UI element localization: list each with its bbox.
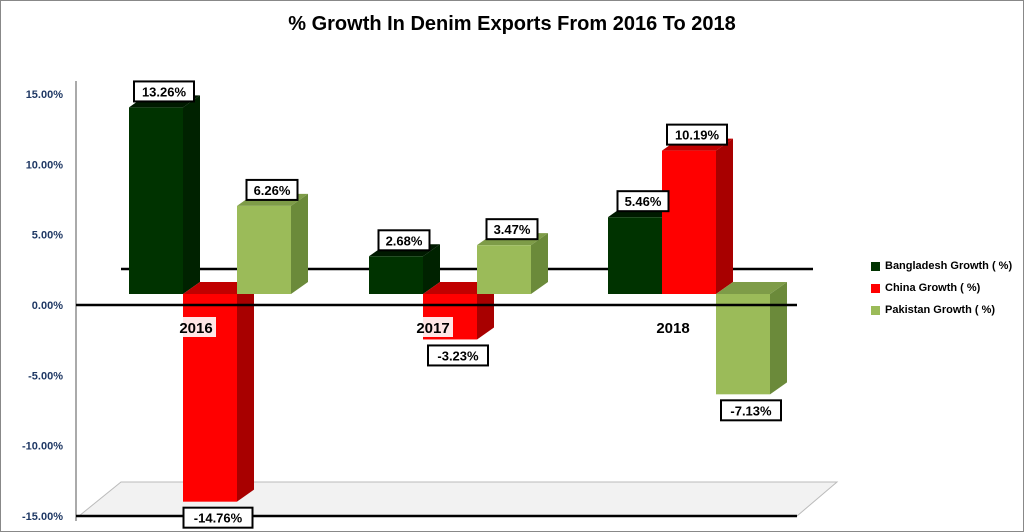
legend-item-pakistan: Pakistan Growth ( %) <box>871 299 1012 321</box>
bar-2018-2 <box>716 294 770 395</box>
legend: Bangladesh Growth ( %) China Growth ( %)… <box>871 255 1012 321</box>
y-tick-label: 15.00% <box>26 89 64 101</box>
y-tick-label: -5.00% <box>28 370 63 382</box>
legend-item-china: China Growth ( %) <box>871 277 1012 299</box>
data-label: 5.46% <box>625 194 662 209</box>
bar-top <box>183 282 254 294</box>
legend-label: Bangladesh Growth ( %) <box>885 260 1013 272</box>
legend-label: Pakistan Growth ( %) <box>885 304 996 316</box>
data-label-box <box>245 178 299 201</box>
chart-title: % Growth In Denim Exports From 2016 To 2… <box>288 13 736 35</box>
data-label: 10.19% <box>675 128 720 143</box>
category-label: 2018 <box>656 320 689 337</box>
data-label: 13.26% <box>142 84 187 99</box>
legend-item-bangladesh: Bangladesh Growth ( %) <box>871 255 1012 277</box>
legend-swatch <box>871 261 880 271</box>
y-tick-label: -10.00% <box>22 441 63 453</box>
bar-side <box>423 244 440 294</box>
bar-2016-2 <box>237 205 291 294</box>
category-label-bg <box>653 317 693 337</box>
y-tick-label: -15.00% <box>22 511 63 523</box>
data-label: 2.68% <box>386 233 423 248</box>
data-label-box <box>377 229 431 252</box>
bar-side <box>477 282 494 340</box>
data-label: -7.13% <box>730 403 772 418</box>
bar-top <box>423 282 494 294</box>
y-tick-label: 0.00% <box>32 300 63 312</box>
data-label-box <box>427 344 489 367</box>
y-tick-label: 5.00% <box>32 230 63 242</box>
bar-side <box>770 282 787 395</box>
category-label-bg <box>413 317 453 337</box>
legend-swatch <box>871 283 880 293</box>
data-label: -14.76% <box>194 511 243 526</box>
data-label-box <box>182 506 254 529</box>
bar-side <box>183 95 200 295</box>
data-label-box <box>133 80 195 103</box>
category-label: 2017 <box>416 320 449 337</box>
data-label-box <box>666 123 728 146</box>
bar-2017-0 <box>369 256 423 294</box>
category-label: 2016 <box>179 320 212 337</box>
bar-2017-2 <box>477 245 531 294</box>
bar-2016-0 <box>129 107 183 295</box>
bar-2018-0 <box>608 217 662 294</box>
bar-side <box>531 233 548 294</box>
legend-swatch <box>871 305 880 315</box>
data-label-box <box>720 399 782 422</box>
legend-label: China Growth ( %) <box>885 282 981 294</box>
bar-2018-1 <box>662 150 716 294</box>
data-label-box <box>485 218 539 241</box>
bar-top <box>716 282 787 294</box>
data-label-box <box>616 190 670 213</box>
bar-side <box>237 282 254 502</box>
data-label: -3.23% <box>437 348 479 363</box>
bar-side <box>716 138 733 294</box>
category-label-bg <box>176 317 216 337</box>
y-tick-label: 10.00% <box>26 159 64 171</box>
data-label: 6.26% <box>254 183 291 198</box>
bar-side <box>291 193 308 294</box>
data-label: 3.47% <box>494 222 531 237</box>
